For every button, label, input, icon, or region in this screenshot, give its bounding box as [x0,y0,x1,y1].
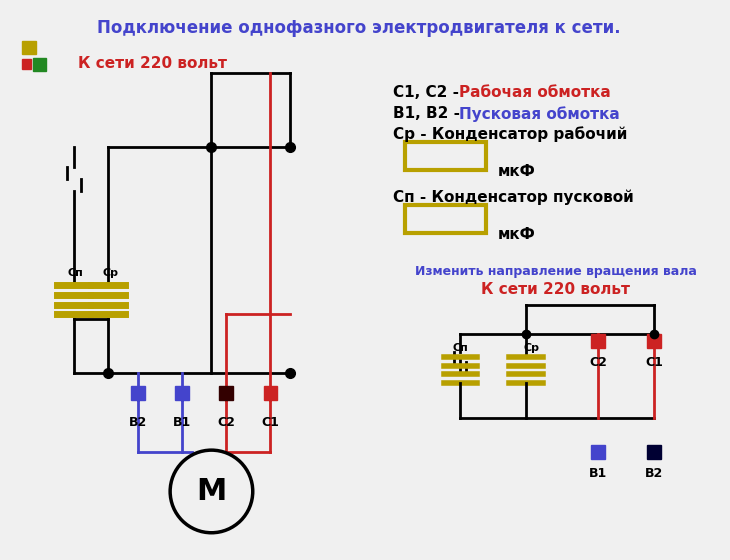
Text: В1, В2 -: В1, В2 - [393,106,466,121]
Text: мкФ: мкФ [498,164,535,179]
Bar [591,445,605,459]
Bar [22,59,31,68]
Bar [405,206,486,233]
Text: В2: В2 [645,467,663,480]
Text: С1: С1 [261,416,280,429]
Text: Подключение однофазного электродвигателя к сети.: Подключение однофазного электродвигателя… [97,20,620,38]
Text: С2: С2 [218,416,235,429]
Text: В2: В2 [128,416,147,429]
Text: Ср - Конденсатор рабочий: Ср - Конденсатор рабочий [393,127,628,142]
Text: С2: С2 [589,356,607,368]
Text: Сп - Конденсатор пусковой: Сп - Конденсатор пусковой [393,189,634,205]
Bar [405,142,486,170]
Bar [264,386,277,400]
Text: Рабочая обмотка: Рабочая обмотка [459,85,611,100]
Text: В1: В1 [173,416,191,429]
Bar [647,334,661,348]
Text: Ср: Ср [523,343,539,353]
Text: Пусковая обмотка: Пусковая обмотка [459,106,620,122]
Text: К сети 220 вольт: К сети 220 вольт [78,56,227,71]
Bar [219,386,233,400]
Text: M: M [196,477,226,506]
Text: мкФ: мкФ [498,227,535,242]
Text: В1: В1 [589,467,607,480]
Text: С1, С2 -: С1, С2 - [393,85,464,100]
Bar [591,334,605,348]
Bar [131,386,145,400]
Text: Сп: Сп [68,268,84,278]
Text: К сети 220 вольт: К сети 220 вольт [481,282,630,297]
Text: Сп: Сп [453,343,468,353]
Bar [647,445,661,459]
Bar [34,58,46,71]
Text: Ср: Ср [102,268,118,278]
Bar [22,41,36,54]
Bar [175,386,189,400]
Text: С1: С1 [645,356,663,368]
Text: Изменить направление вращения вала: Изменить направление вращения вала [415,265,696,278]
